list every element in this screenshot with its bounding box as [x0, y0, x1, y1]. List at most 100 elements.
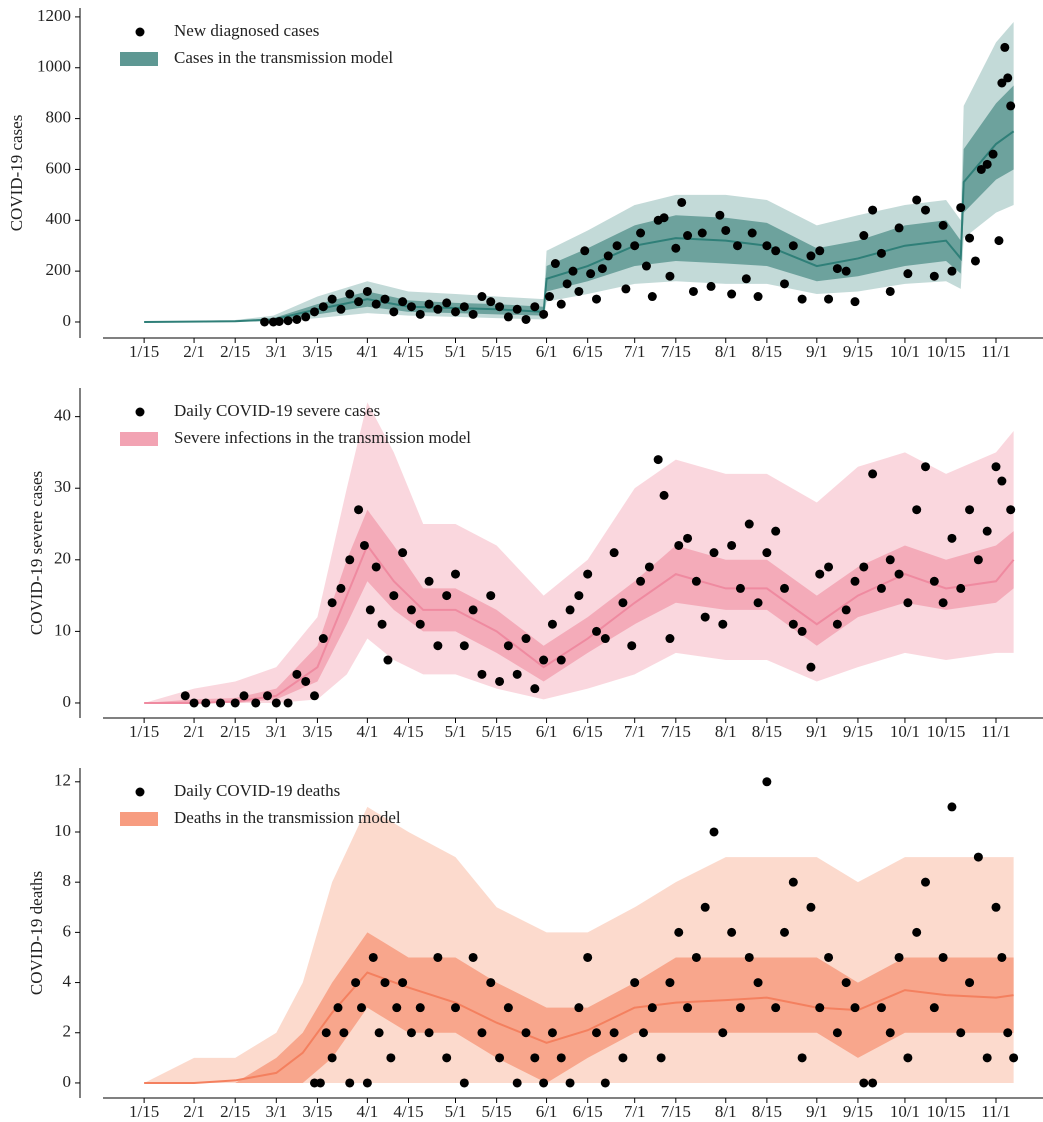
x-tick-label: 11/1 [981, 722, 1011, 741]
data-point [406, 605, 416, 615]
legend-swatch [120, 52, 158, 66]
data-point [956, 583, 966, 593]
data-point [392, 1003, 402, 1013]
data-point [310, 307, 319, 317]
data-point [674, 927, 684, 937]
data-point [351, 978, 361, 988]
y-tick-label: 4 [63, 971, 72, 990]
data-point [956, 1028, 966, 1038]
data-point [389, 591, 399, 601]
x-tick-label: 9/15 [843, 1102, 873, 1121]
data-point [583, 952, 593, 962]
data-point [380, 978, 390, 988]
data-point [997, 952, 1007, 962]
data-point [929, 271, 939, 281]
data-point [656, 1053, 666, 1063]
data-point [486, 297, 496, 307]
data-point [982, 526, 992, 536]
data-point [727, 927, 737, 937]
data-point [345, 1078, 355, 1088]
data-point [574, 591, 584, 601]
data-point [806, 251, 816, 261]
data-point [336, 583, 346, 593]
x-tick-label: 3/15 [302, 722, 332, 741]
data-point [721, 225, 731, 235]
data-point [292, 669, 302, 679]
data-point [201, 698, 211, 708]
x-tick-label: 8/1 [715, 722, 737, 741]
data-point [327, 598, 337, 608]
data-point [442, 1053, 452, 1063]
data-point [982, 159, 992, 169]
data-point [965, 978, 975, 988]
data-point [1000, 42, 1010, 52]
data-point [671, 243, 681, 253]
legend-marker [135, 407, 145, 417]
data-point [824, 562, 834, 572]
y-tick-label: 40 [54, 406, 71, 425]
x-tick-label: 6/15 [573, 722, 603, 741]
data-point [495, 302, 505, 312]
data-point [318, 634, 328, 644]
data-point [609, 1028, 619, 1038]
legend-label: Severe infections in the transmission mo… [174, 428, 471, 447]
y-axis-label: COVID-19 severe cases [27, 471, 46, 635]
data-point [970, 256, 980, 266]
data-point [600, 1078, 610, 1088]
x-tick-label: 4/15 [393, 342, 423, 361]
data-point [885, 1028, 895, 1038]
data-point [947, 533, 957, 543]
data-point [709, 548, 719, 558]
data-point [398, 548, 408, 558]
data-point [512, 669, 522, 679]
data-point [359, 540, 369, 550]
legend-label: Daily COVID-19 deaths [174, 781, 340, 800]
data-point [521, 634, 531, 644]
data-point [973, 852, 983, 862]
x-tick-label: 2/1 [183, 1102, 205, 1121]
x-tick-label: 5/1 [445, 1102, 467, 1121]
data-point [1003, 73, 1013, 83]
x-tick-label: 2/1 [183, 342, 205, 361]
data-point [292, 314, 302, 324]
x-tick-label: 9/15 [843, 342, 873, 361]
data-point [665, 271, 675, 281]
data-point [424, 1028, 434, 1038]
data-point [459, 641, 469, 651]
data-point [894, 569, 904, 579]
y-tick-label: 2 [63, 1022, 72, 1041]
data-point [744, 952, 754, 962]
data-point [545, 292, 554, 302]
data-point [727, 540, 737, 550]
data-point [283, 698, 293, 708]
data-point [771, 1003, 781, 1013]
y-axis-label: COVID-19 cases [7, 115, 26, 232]
data-point [574, 286, 584, 296]
data-point [486, 591, 496, 601]
data-point [468, 309, 478, 319]
data-point [365, 605, 375, 615]
data-point [841, 266, 851, 276]
data-point [630, 978, 640, 988]
data-point [832, 1028, 842, 1038]
data-point [583, 569, 593, 579]
data-point [424, 576, 434, 586]
data-point [718, 1028, 728, 1038]
data-point [697, 228, 707, 238]
data-point [230, 698, 240, 708]
data-point [771, 526, 781, 536]
y-tick-label: 600 [46, 158, 72, 177]
data-point [371, 299, 381, 309]
data-point [459, 302, 469, 312]
data-point [938, 598, 948, 608]
legend-swatch [120, 812, 158, 826]
data-point [912, 195, 922, 205]
data-point [618, 598, 628, 608]
data-point [921, 205, 930, 215]
y-axis-label: COVID-19 deaths [27, 871, 46, 995]
data-point [315, 1078, 325, 1088]
data-point [521, 314, 531, 324]
data-point [674, 540, 684, 550]
data-point [700, 902, 710, 912]
data-point [912, 505, 922, 515]
